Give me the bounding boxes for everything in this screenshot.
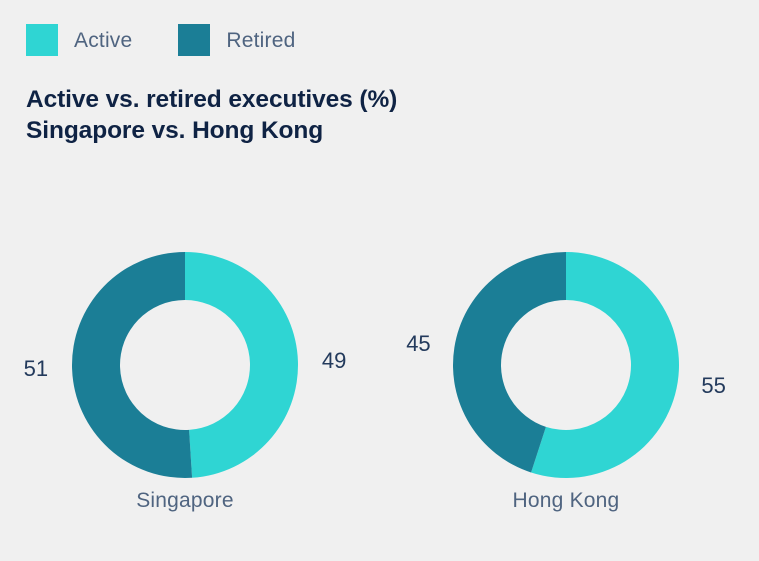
donut-slice-active[interactable] [185,252,298,478]
chart-legend: Active Retired [26,24,296,56]
donut-ring [71,252,298,478]
chart-title-line-1: Active vs. retired executives (%) [26,86,398,113]
donut-chart-hong-kong: 55 45 Hong Kong [376,232,756,532]
donut-chart-singapore: 49 51 Singapore [0,232,375,532]
legend-item-retired[interactable]: Retired [178,24,295,56]
chart-title: Active vs. retired executives (%) Singap… [26,84,397,146]
donut-slice-retired[interactable] [71,252,193,478]
square-swatch-icon [178,24,211,56]
slice-value-label-retired: 45 [406,330,431,356]
slice-value-label-active: 49 [321,347,347,373]
square-swatch-icon [26,24,58,56]
donut-charts-container: 49 51 Singapore 55 45 Hong Kong [0,232,759,532]
donut-slice-active[interactable] [531,252,679,478]
slice-value-label-retired: 51 [23,356,49,382]
legend-item-label: Active [74,28,133,52]
donut-category-label: Hong Kong [512,489,620,512]
slice-value-label-active: 55 [701,373,726,399]
donut-slice-retired[interactable] [452,252,566,473]
donut-category-label: Singapore [136,489,234,512]
chart-title-line-2: Singapore vs. Hong Kong [26,117,324,144]
legend-item-label: Retired [226,28,296,52]
legend-item-active[interactable]: Active [26,24,132,56]
donut-ring [452,252,679,478]
